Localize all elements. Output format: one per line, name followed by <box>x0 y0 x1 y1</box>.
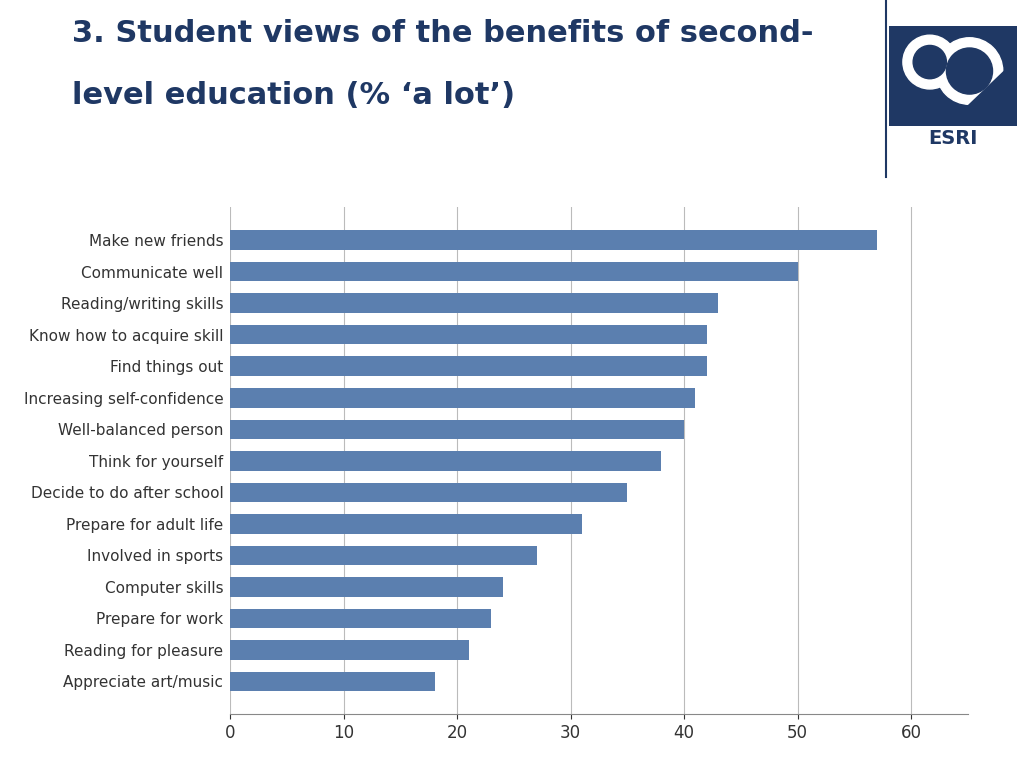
Bar <box>230 672 434 691</box>
Bar <box>230 388 695 408</box>
Bar <box>230 419 684 439</box>
Bar <box>230 451 662 471</box>
Text: level education (% ‘a lot’): level education (% ‘a lot’) <box>72 81 515 110</box>
Text: 3. Student views of the benefits of second-: 3. Student views of the benefits of seco… <box>72 19 813 48</box>
Circle shape <box>936 38 1002 104</box>
Bar <box>230 325 707 345</box>
Circle shape <box>946 48 992 94</box>
Bar <box>230 577 503 597</box>
Bar <box>230 608 492 628</box>
Bar <box>230 356 707 376</box>
Bar <box>230 293 718 313</box>
Polygon shape <box>946 58 1017 126</box>
Bar <box>230 262 798 281</box>
Bar <box>230 545 537 565</box>
Text: ESRI: ESRI <box>928 129 978 148</box>
Bar <box>230 482 628 502</box>
Bar <box>230 641 469 660</box>
Bar <box>230 230 877 250</box>
Circle shape <box>903 35 956 89</box>
Circle shape <box>913 45 946 79</box>
Bar <box>889 26 1017 126</box>
Bar <box>230 514 582 534</box>
